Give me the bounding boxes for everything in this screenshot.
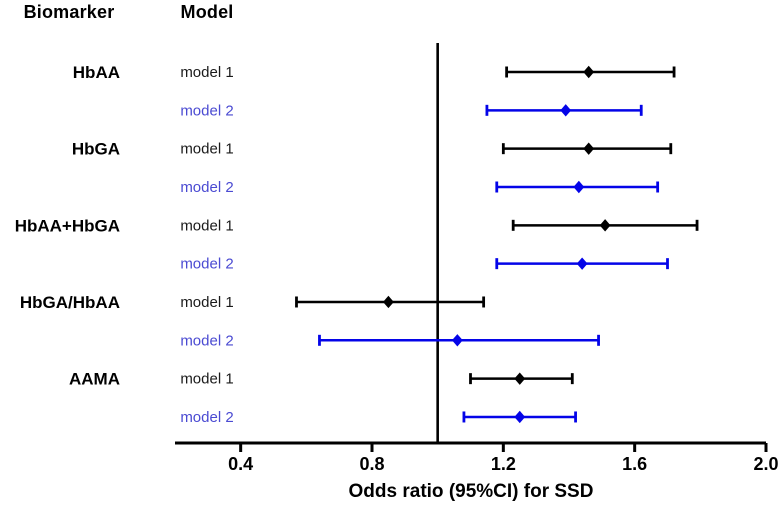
model-label-aama-model-1: model 1 bbox=[180, 371, 233, 388]
point-estimate-diamond-hbga-hbaa-model-2 bbox=[451, 334, 463, 347]
model-label-hbga-hbaa-model-2: model 2 bbox=[180, 332, 233, 349]
biomarker-label-hbaa-hbga: HbAA+HbGA bbox=[15, 216, 120, 235]
point-estimate-diamond-hbga-hbaa-model-1 bbox=[383, 295, 394, 309]
x-axis-tick-label-0.4: 0.4 bbox=[228, 454, 253, 474]
point-estimate-diamond-aama-model-1 bbox=[514, 372, 526, 385]
point-estimate-diamond-hbga-model-1 bbox=[583, 142, 595, 155]
biomarker-column-header: Biomarker bbox=[23, 2, 115, 22]
x-axis-tick-label-1.6: 1.6 bbox=[622, 454, 647, 474]
model-label-hbga-model-1: model 1 bbox=[180, 141, 233, 158]
point-estimate-diamond-hbaa-hbga-model-1 bbox=[599, 219, 611, 232]
x-axis-tick-label-1.2: 1.2 bbox=[491, 454, 516, 474]
point-estimate-diamond-hbaa-hbga-model-2 bbox=[576, 257, 588, 270]
model-label-hbaa-hbga-model-1: model 1 bbox=[180, 217, 233, 234]
biomarker-label-aama: AAMA bbox=[69, 370, 120, 389]
x-axis-tick-label-2.0: 2.0 bbox=[753, 454, 778, 474]
biomarker-label-hbaa: HbAA bbox=[73, 63, 120, 82]
model-label-hbga-hbaa-model-1: model 1 bbox=[180, 294, 233, 311]
x-axis-tick-label-0.8: 0.8 bbox=[359, 454, 384, 474]
point-estimate-diamond-hbga-model-2 bbox=[573, 180, 585, 194]
model-label-hbaa-hbga-model-2: model 2 bbox=[180, 256, 233, 273]
point-estimate-diamond-hbaa-model-2 bbox=[560, 104, 572, 117]
model-label-aama-model-2: model 2 bbox=[180, 409, 233, 426]
biomarker-label-hbga-hbaa: HbGA/HbAA bbox=[20, 293, 120, 312]
point-estimate-diamond-hbaa-model-1 bbox=[583, 65, 595, 79]
model-label-hbaa-model-1: model 1 bbox=[180, 64, 233, 81]
point-estimate-diamond-aama-model-2 bbox=[514, 410, 526, 424]
model-label-hbga-model-2: model 2 bbox=[180, 179, 233, 196]
model-column-header: Model bbox=[180, 2, 234, 22]
model-label-hbaa-model-2: model 2 bbox=[180, 102, 233, 119]
biomarker-label-hbga: HbGA bbox=[72, 140, 120, 159]
x-axis-title: Odds ratio (95%CI) for SSD bbox=[348, 481, 594, 502]
